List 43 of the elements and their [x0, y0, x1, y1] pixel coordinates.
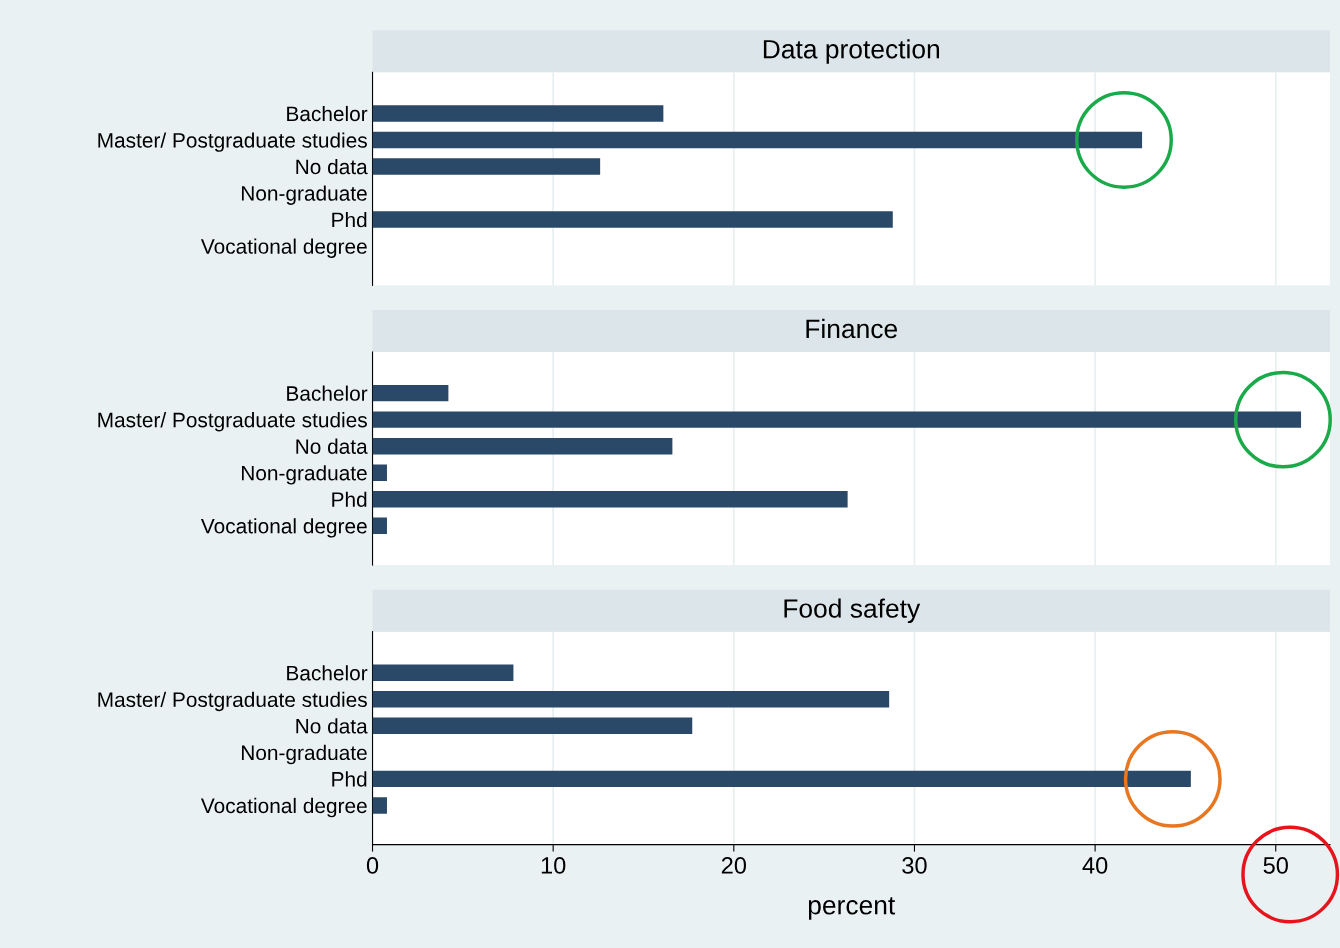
- y-tick-label: Phd: [332, 212, 367, 228]
- chart-title: Finance: [806, 318, 898, 339]
- y-tick-label: Non-graduate: [241, 744, 367, 765]
- bar: [372, 770, 1191, 788]
- y-tick-label: Non-graduate: [241, 465, 367, 485]
- y-tick-label: Bachelor: [287, 385, 368, 401]
- y-tick-label: No data: [296, 438, 368, 454]
- bar: [372, 717, 693, 735]
- y-tick-label: Master/ Postgraduate studies: [98, 691, 367, 712]
- bar: [372, 797, 387, 814]
- y-tick-label: Vocational degree: [200, 797, 367, 818]
- bar: [372, 517, 387, 534]
- x-tick-label: 10: [541, 857, 566, 874]
- y-tick-label: Vocational degree: [200, 518, 367, 538]
- y-tick-label: Bachelor: [287, 665, 368, 681]
- bar: [372, 437, 673, 455]
- x-tick-label: 30: [902, 857, 927, 874]
- y-tick-label: Phd: [332, 491, 367, 507]
- bar: [372, 211, 893, 228]
- y-tick-label: Non-graduate: [241, 185, 367, 205]
- y-tick-label: Master/ Postgraduate studies: [98, 412, 367, 432]
- bar: [372, 464, 387, 481]
- y-tick-label: Bachelor: [287, 105, 368, 122]
- x-tick-label: 50: [1263, 857, 1288, 874]
- y-tick-label: Phd: [332, 771, 367, 787]
- bar: [372, 131, 1143, 149]
- chart-title: Food safety: [784, 598, 921, 624]
- bar: [372, 384, 449, 402]
- bar: [372, 411, 1302, 428]
- x-tick-label: 0: [366, 857, 379, 874]
- bar: [372, 105, 664, 122]
- x-axis-title: percent: [808, 897, 896, 920]
- x-tick-label: 20: [721, 857, 747, 874]
- x-tick-label: 40: [1082, 857, 1108, 874]
- bar: [372, 491, 848, 508]
- y-tick-label: No data: [296, 718, 368, 734]
- bar: [372, 691, 890, 708]
- y-tick-label: No data: [296, 158, 368, 175]
- bar: [372, 664, 514, 681]
- bar: [372, 158, 601, 175]
- chart-title: Data protection: [763, 39, 940, 64]
- y-tick-label: Vocational degree: [200, 238, 367, 258]
- y-tick-label: Master/ Postgraduate studies: [98, 132, 367, 152]
